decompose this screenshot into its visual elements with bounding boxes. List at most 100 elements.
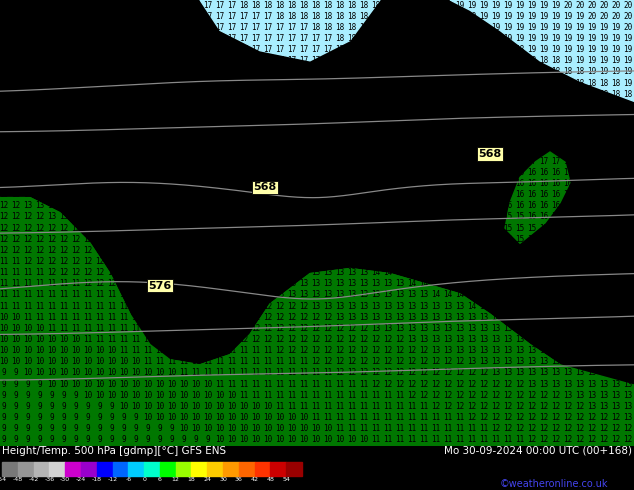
Text: 12: 12 <box>131 268 141 277</box>
Text: 10: 10 <box>36 368 44 377</box>
Text: 12: 12 <box>455 391 465 400</box>
Text: 16: 16 <box>299 123 309 132</box>
Text: 12: 12 <box>72 257 81 266</box>
Text: 13: 13 <box>204 212 212 221</box>
Text: 16: 16 <box>455 179 465 188</box>
Text: 16: 16 <box>515 201 524 210</box>
Text: 13: 13 <box>311 301 321 311</box>
Text: 14: 14 <box>240 190 249 199</box>
Text: 16: 16 <box>552 212 560 221</box>
Text: 13: 13 <box>167 235 177 244</box>
Text: 12: 12 <box>299 313 309 322</box>
Text: 13: 13 <box>216 223 224 233</box>
Text: 17: 17 <box>467 123 477 132</box>
Text: 13: 13 <box>623 380 633 389</box>
Text: 15: 15 <box>503 223 513 233</box>
Text: 11: 11 <box>179 346 189 355</box>
Text: 18: 18 <box>527 78 536 88</box>
Text: 15: 15 <box>323 157 333 166</box>
Text: 14: 14 <box>155 179 165 188</box>
Text: 13: 13 <box>372 324 380 333</box>
Text: 16: 16 <box>240 101 249 110</box>
Text: 16: 16 <box>48 12 56 21</box>
Text: 15: 15 <box>335 157 345 166</box>
Text: 12: 12 <box>23 246 32 255</box>
Text: 16: 16 <box>408 146 417 154</box>
Text: 13: 13 <box>216 257 224 266</box>
Text: 18: 18 <box>552 68 560 76</box>
Text: 16: 16 <box>431 134 441 144</box>
Text: 18: 18 <box>335 0 345 10</box>
Text: 13: 13 <box>191 246 200 255</box>
Text: 14: 14 <box>204 190 212 199</box>
Text: 10: 10 <box>347 435 356 444</box>
Text: 16: 16 <box>372 146 380 154</box>
Text: 16: 16 <box>396 134 404 144</box>
Text: 12: 12 <box>491 424 501 433</box>
Text: 15: 15 <box>191 134 200 144</box>
Text: 12: 12 <box>576 402 585 411</box>
Text: 9: 9 <box>14 435 18 444</box>
Text: 18: 18 <box>599 90 609 99</box>
Text: 13: 13 <box>467 357 477 367</box>
Text: 18: 18 <box>419 34 429 43</box>
Text: 14: 14 <box>515 313 524 322</box>
Text: -12: -12 <box>108 477 117 482</box>
Text: 18: 18 <box>396 23 404 32</box>
Text: 16: 16 <box>84 56 93 65</box>
Text: 12: 12 <box>191 268 200 277</box>
Text: 15: 15 <box>95 112 105 121</box>
Text: 13: 13 <box>251 246 261 255</box>
Text: 12: 12 <box>299 324 309 333</box>
Text: 17: 17 <box>587 168 597 177</box>
Text: 13: 13 <box>611 357 621 367</box>
Text: 16: 16 <box>515 190 524 199</box>
Text: 17: 17 <box>552 146 560 154</box>
Text: 10: 10 <box>179 424 189 433</box>
Text: 11: 11 <box>143 357 153 367</box>
Text: 18: 18 <box>455 34 465 43</box>
Text: 14: 14 <box>275 201 285 210</box>
Text: 15: 15 <box>599 291 609 299</box>
Text: 14: 14 <box>564 313 573 322</box>
Text: 13: 13 <box>240 257 249 266</box>
Text: 13: 13 <box>204 235 212 244</box>
Text: 13: 13 <box>323 279 333 288</box>
Text: 13: 13 <box>431 301 441 311</box>
Text: 10: 10 <box>36 335 44 344</box>
Text: 48: 48 <box>266 477 275 482</box>
Text: 17: 17 <box>347 90 356 99</box>
Text: 11: 11 <box>23 268 32 277</box>
Text: 16: 16 <box>623 246 633 255</box>
Text: 15: 15 <box>443 190 453 199</box>
Text: 14: 14 <box>95 134 105 144</box>
Text: 19: 19 <box>552 0 560 10</box>
Text: 12: 12 <box>60 235 68 244</box>
Text: 11: 11 <box>240 380 249 389</box>
Text: 19: 19 <box>564 12 573 21</box>
Text: 17: 17 <box>323 78 333 88</box>
Text: 13: 13 <box>467 313 477 322</box>
Text: 14: 14 <box>216 212 224 221</box>
Text: 11: 11 <box>107 324 117 333</box>
Text: 11: 11 <box>263 380 273 389</box>
Text: 13: 13 <box>95 223 105 233</box>
Text: 13: 13 <box>372 313 380 322</box>
Text: 10: 10 <box>263 424 273 433</box>
Text: 15: 15 <box>576 246 585 255</box>
Text: 13: 13 <box>372 291 380 299</box>
Text: 15: 15 <box>240 134 249 144</box>
Text: 15: 15 <box>396 212 404 221</box>
Text: 13: 13 <box>455 301 465 311</box>
Text: 13: 13 <box>60 212 68 221</box>
Text: 11: 11 <box>372 424 380 433</box>
Text: 13: 13 <box>167 223 177 233</box>
Text: 12: 12 <box>11 235 21 244</box>
Text: 18: 18 <box>587 123 597 132</box>
Text: 9: 9 <box>134 435 138 444</box>
Text: 11: 11 <box>167 324 177 333</box>
Text: 14: 14 <box>576 301 585 311</box>
Text: 12: 12 <box>287 346 297 355</box>
Text: 18: 18 <box>467 68 477 76</box>
Text: 14: 14 <box>455 291 465 299</box>
